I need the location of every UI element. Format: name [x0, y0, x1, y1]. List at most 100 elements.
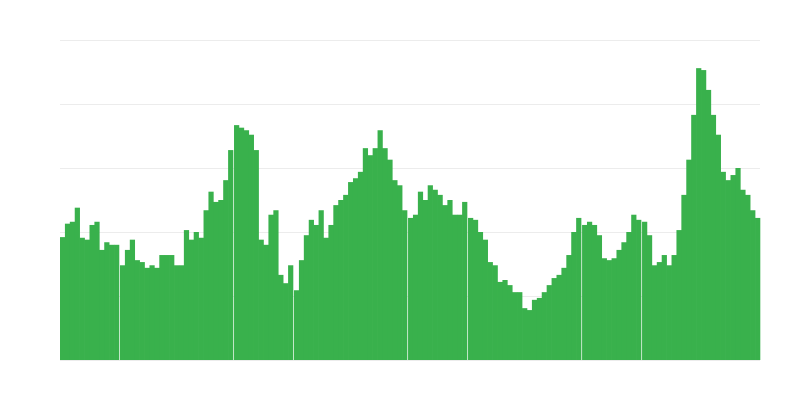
bar — [248, 134, 254, 360]
bar — [715, 134, 721, 360]
bar — [671, 255, 677, 360]
bar — [642, 221, 648, 360]
bar — [681, 194, 687, 360]
bar — [437, 194, 443, 360]
bar — [79, 237, 85, 360]
bar — [408, 217, 414, 360]
bar — [452, 214, 458, 360]
bar — [705, 89, 712, 361]
bar — [586, 221, 593, 360]
bar — [234, 125, 240, 361]
bar — [313, 224, 319, 360]
bar — [522, 308, 528, 360]
bar — [119, 265, 126, 360]
bar — [596, 235, 603, 360]
bar — [412, 214, 419, 360]
bar — [183, 230, 190, 360]
bar — [377, 130, 383, 360]
bar — [447, 200, 453, 360]
bar — [94, 221, 100, 360]
bar — [294, 290, 300, 360]
bar — [178, 265, 185, 360]
bar — [468, 217, 474, 360]
bar — [616, 249, 622, 360]
bar — [755, 217, 761, 360]
bar — [149, 265, 155, 360]
bar — [750, 210, 756, 360]
bar — [502, 280, 508, 360]
bar — [422, 200, 429, 360]
bar — [238, 127, 245, 361]
bar — [203, 210, 209, 360]
bar — [551, 278, 557, 360]
bar — [223, 180, 229, 360]
bar — [576, 217, 582, 360]
bar — [263, 244, 269, 360]
bar — [497, 281, 503, 360]
bar — [531, 299, 538, 360]
bar — [109, 244, 115, 360]
bar — [745, 194, 751, 360]
bar — [482, 239, 488, 360]
bar — [701, 70, 707, 360]
bar — [477, 232, 484, 360]
bar — [606, 260, 612, 360]
bar — [278, 274, 284, 360]
bar — [392, 180, 398, 360]
bar — [268, 214, 274, 360]
bar — [174, 265, 180, 360]
bar — [253, 150, 259, 360]
bar — [541, 292, 547, 360]
bar — [646, 235, 653, 360]
bar — [696, 68, 702, 360]
bar — [357, 171, 364, 360]
bar — [571, 232, 577, 360]
bar — [661, 255, 667, 360]
bar — [84, 239, 90, 360]
bar — [139, 262, 145, 360]
bar — [362, 148, 369, 360]
bar — [626, 232, 632, 360]
bar — [656, 262, 663, 360]
bar — [686, 159, 692, 360]
bar — [228, 150, 234, 360]
bar — [725, 180, 731, 360]
bar — [134, 260, 140, 360]
bar — [566, 255, 572, 360]
bar — [348, 182, 354, 360]
bar — [338, 200, 344, 360]
bar — [74, 207, 80, 360]
bar — [218, 200, 224, 360]
bar — [343, 194, 349, 360]
bar — [621, 242, 627, 360]
bar — [631, 214, 637, 360]
bar — [318, 210, 324, 360]
bar — [666, 265, 672, 360]
bar — [462, 201, 468, 360]
bar — [208, 191, 214, 360]
bar — [512, 292, 518, 360]
bar — [303, 235, 310, 360]
bar — [164, 255, 170, 360]
bar — [556, 274, 562, 360]
bar — [730, 175, 736, 360]
bar — [527, 310, 533, 360]
bar — [427, 185, 433, 360]
bar — [213, 201, 219, 360]
bar — [273, 210, 279, 360]
bar — [720, 171, 726, 360]
bar — [492, 265, 498, 360]
bar — [651, 265, 658, 360]
bar — [611, 258, 617, 360]
bar — [298, 260, 305, 360]
bar — [601, 258, 607, 360]
bar — [333, 205, 339, 360]
bar — [258, 239, 264, 360]
bar — [352, 178, 359, 360]
bar — [402, 210, 408, 360]
bar — [89, 224, 95, 360]
bar — [243, 130, 250, 360]
bar — [328, 224, 334, 360]
bar — [188, 239, 195, 360]
